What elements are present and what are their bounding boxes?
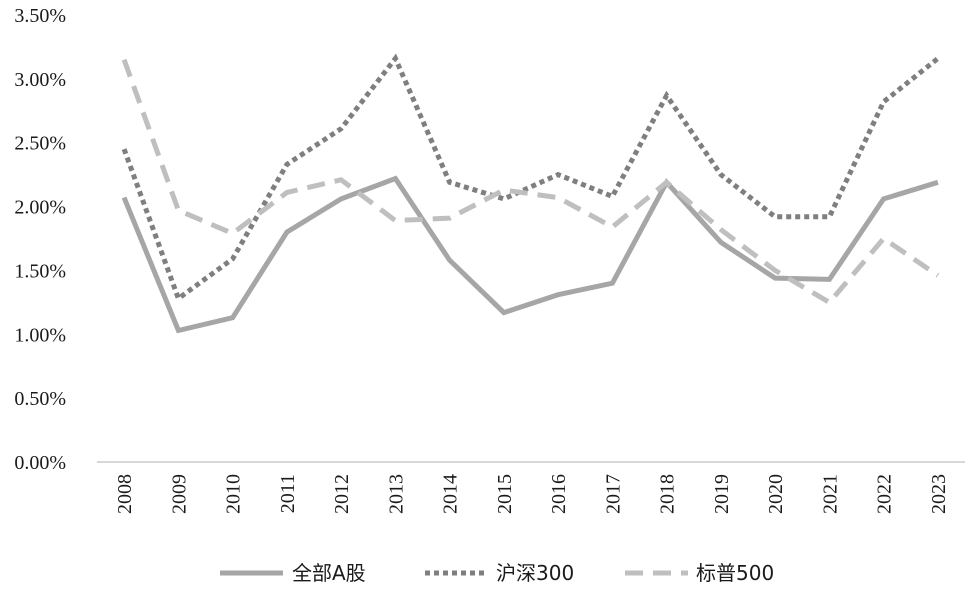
x-tick-label: 2010 (223, 474, 245, 514)
y-tick-label: 0.50% (14, 388, 66, 410)
series-line-3 (121, 58, 940, 306)
y-tick-label: 3.50% (14, 5, 66, 27)
x-tick-label: 2023 (928, 474, 950, 514)
x-tick-label: 2008 (114, 474, 136, 514)
y-tick-label: 0.00% (14, 452, 66, 474)
x-tick-label: 2018 (657, 474, 679, 514)
y-tick-label: 1.50% (14, 260, 66, 282)
legend-label-1: 全部A股 (292, 561, 366, 585)
y-tick-label: 1.00% (14, 324, 66, 346)
series-line-1 (121, 175, 939, 334)
x-tick-label: 2009 (168, 474, 190, 514)
y-tick-label: 2.50% (14, 133, 66, 155)
series-layer (121, 53, 940, 334)
x-tick-label: 2020 (765, 474, 787, 514)
x-tick-label: 2019 (711, 474, 733, 514)
x-tick-label: 2016 (548, 474, 570, 514)
x-axis: 2008 2009 2010 2011 2012 2013 2014 2015 2016 2017… (97, 461, 965, 514)
legend-label-3: 标普500 (696, 561, 774, 585)
x-tick-label: 2021 (819, 474, 841, 514)
x-tick-label: 2014 (440, 474, 462, 514)
legend-label-2: 沪深300 (496, 561, 574, 585)
y-tick-label: 3.00% (14, 69, 66, 91)
x-tick-label: 2011 (277, 474, 299, 513)
x-tick-label: 2012 (331, 474, 353, 514)
x-tick-label: 2017 (602, 474, 624, 514)
x-tick-label: 2015 (494, 474, 516, 514)
legend: 全部A股 沪深300 标普500 (220, 561, 774, 585)
x-tick-label: 2022 (874, 474, 896, 514)
series-line-2 (121, 53, 940, 303)
y-axis: 0.00% 0.50% 1.00% 1.50% 2.00% 2.50% 3.00% 3.50% (14, 5, 66, 474)
x-tick-label: 2013 (385, 474, 407, 514)
y-tick-label: 2.00% (14, 197, 66, 219)
